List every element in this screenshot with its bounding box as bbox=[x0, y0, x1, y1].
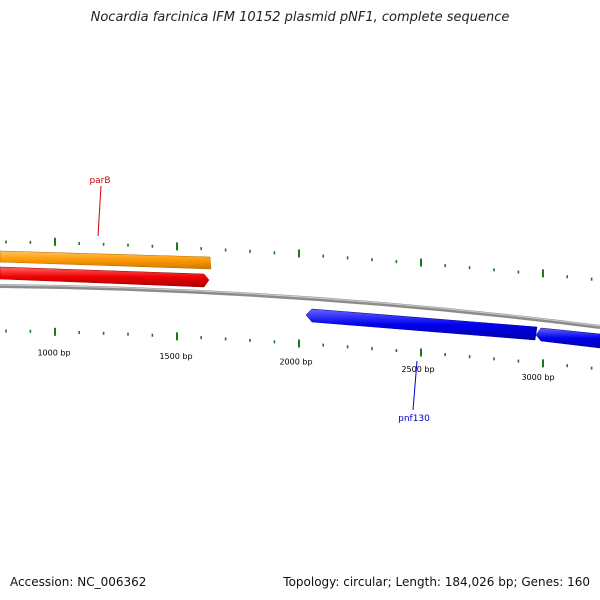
gene-parB[interactable] bbox=[0, 250, 212, 270]
major-tick bbox=[420, 258, 422, 267]
minor-tick bbox=[127, 243, 129, 247]
minor-tick bbox=[322, 343, 324, 347]
parB-leader-line bbox=[97, 185, 102, 237]
minor-tick bbox=[590, 366, 593, 370]
minor-tick bbox=[273, 340, 276, 344]
minor-tick bbox=[200, 247, 202, 251]
major-tick bbox=[298, 249, 300, 258]
map-title: Nocardia farcinica IFM 10152 plasmid pNF… bbox=[90, 10, 510, 25]
scale-tick-label: 3000 bp bbox=[521, 373, 554, 382]
minor-tick bbox=[78, 330, 80, 334]
minor-tick bbox=[224, 337, 227, 341]
gene-label-pnf130: pnf130 bbox=[398, 414, 430, 424]
minor-tick bbox=[249, 338, 251, 342]
major-tick bbox=[176, 242, 178, 251]
minor-tick bbox=[468, 355, 471, 359]
minor-tick bbox=[517, 359, 520, 363]
minor-tick bbox=[151, 333, 154, 337]
minor-tick bbox=[224, 248, 227, 252]
gene-label-parB: parB bbox=[89, 176, 110, 186]
minor-tick bbox=[517, 270, 520, 274]
minor-tick bbox=[322, 254, 324, 258]
minor-tick bbox=[5, 240, 7, 244]
gene-pnf130[interactable] bbox=[305, 308, 538, 341]
minor-tick bbox=[127, 332, 129, 336]
minor-tick bbox=[249, 249, 251, 253]
pnf130-leader-line bbox=[412, 360, 418, 411]
scale-tick-label: 2000 bp bbox=[279, 358, 312, 367]
minor-tick bbox=[493, 268, 495, 272]
minor-tick bbox=[29, 240, 32, 244]
minor-tick bbox=[590, 277, 593, 281]
minor-tick bbox=[102, 331, 105, 335]
major-tick bbox=[542, 359, 544, 368]
minor-tick bbox=[29, 329, 32, 333]
topology-summary: Topology: circular; Length: 184,026 bp; … bbox=[283, 575, 590, 589]
minor-tick bbox=[273, 251, 276, 255]
inner-tick-row bbox=[5, 327, 593, 370]
major-tick bbox=[54, 327, 56, 336]
minor-tick bbox=[346, 345, 349, 349]
major-tick bbox=[420, 348, 422, 357]
scale-tick-label: 1500 bp bbox=[159, 352, 192, 361]
minor-tick bbox=[444, 264, 446, 268]
major-tick bbox=[54, 237, 56, 246]
minor-tick bbox=[395, 260, 398, 264]
accession-label: Accession: NC_006362 bbox=[10, 575, 147, 589]
minor-tick bbox=[468, 266, 471, 270]
minor-tick bbox=[78, 241, 80, 245]
minor-tick bbox=[5, 329, 7, 333]
minor-tick bbox=[566, 364, 568, 368]
minor-tick bbox=[395, 349, 398, 353]
gene-forward-red[interactable] bbox=[0, 266, 210, 288]
minor-tick bbox=[102, 242, 105, 246]
major-tick bbox=[298, 339, 300, 348]
minor-tick bbox=[346, 256, 349, 260]
gene-reverse-blue-2[interactable] bbox=[535, 327, 600, 349]
minor-tick bbox=[566, 275, 568, 279]
minor-tick bbox=[493, 357, 495, 361]
outer-tick-row bbox=[5, 237, 593, 281]
minor-tick bbox=[200, 336, 202, 340]
minor-tick bbox=[151, 244, 154, 248]
major-tick bbox=[542, 269, 544, 278]
minor-tick bbox=[444, 353, 446, 357]
scale-tick-label: 2500 bp bbox=[401, 365, 434, 374]
plasmid-backbone bbox=[0, 284, 600, 329]
major-tick bbox=[176, 332, 178, 341]
minor-tick bbox=[371, 258, 373, 262]
minor-tick bbox=[371, 347, 373, 351]
scale-tick-label: 1000 bp bbox=[37, 349, 70, 358]
